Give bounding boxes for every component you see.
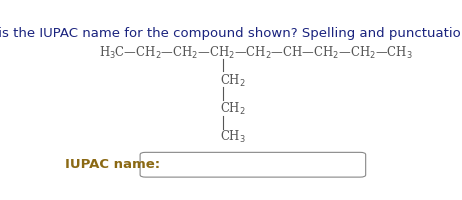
Text: H$_3$C—CH$_2$—CH$_2$—CH$_2$—CH$_2$—CH—CH$_2$—CH$_2$—CH$_3$: H$_3$C—CH$_2$—CH$_2$—CH$_2$—CH$_2$—CH—CH… xyxy=(99,44,413,60)
Text: What is the IUPAC name for the compound shown? Spelling and punctuation count.: What is the IUPAC name for the compound … xyxy=(0,27,462,40)
Text: CH$_2$: CH$_2$ xyxy=(219,73,245,89)
Text: CH$_3$: CH$_3$ xyxy=(219,128,245,144)
FancyBboxPatch shape xyxy=(140,153,366,177)
Text: CH$_2$: CH$_2$ xyxy=(219,101,245,117)
Text: IUPAC name:: IUPAC name: xyxy=(65,158,160,171)
